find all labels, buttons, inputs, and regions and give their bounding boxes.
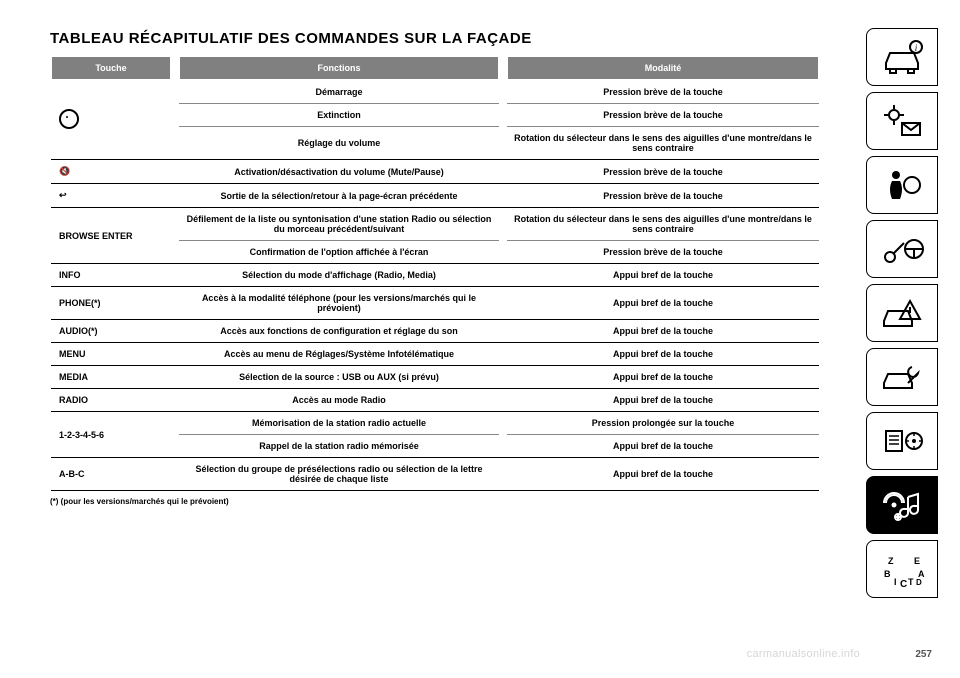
svg-text:T: T <box>908 577 914 587</box>
table-row: MENU Accès au menu de Réglages/Système I… <box>51 343 819 366</box>
table-row: BROWSE ENTER Défilement de la liste ou s… <box>51 208 819 241</box>
commands-table: Touche Fonctions Modalité Démarrage Pres <box>50 55 820 491</box>
cell-fonction: Sélection de la source : USB ou AUX (si … <box>179 366 499 389</box>
cell-fonction: Activation/désactivation du volume (Mute… <box>179 160 499 184</box>
key-wheel-icon <box>878 229 926 269</box>
tab-starting-driving[interactable] <box>866 220 938 278</box>
car-warning-icon <box>878 293 926 333</box>
cell-modalite: Appui bref de la touche <box>507 287 819 320</box>
cell-modalite: Appui bref de la touche <box>507 458 819 491</box>
cell-modalite: Appui bref de la touche <box>507 435 819 458</box>
cell-fonction: Mémorisation de la station radio actuell… <box>179 412 499 435</box>
key-audio: AUDIO(*) <box>51 320 171 343</box>
cell-modalite: Rotation du sélecteur dans le sens des a… <box>507 127 819 160</box>
cell-modalite: Pression brève de la touche <box>507 80 819 104</box>
cell-modalite: Appui bref de la touche <box>507 320 819 343</box>
tab-maintenance[interactable] <box>866 348 938 406</box>
table-row: MEDIA Sélection de la source : USB ou AU… <box>51 366 819 389</box>
col-touche: Touche <box>51 56 171 80</box>
cell-modalite: Appui bref de la touche <box>507 343 819 366</box>
header-gap <box>171 56 179 80</box>
svg-text:B: B <box>884 569 891 579</box>
svg-text:D: D <box>916 578 922 587</box>
footnote: (*) (pour les versions/marchés qui le pr… <box>50 497 820 506</box>
table-row: ↩ Sortie de la sélection/retour à la pag… <box>51 184 819 208</box>
key-radio: RADIO <box>51 389 171 412</box>
cell-fonction: Rappel de la station radio mémorisée <box>179 435 499 458</box>
col-fonctions: Fonctions <box>179 56 499 80</box>
tab-lights-messages[interactable] <box>866 92 938 150</box>
cell-modalite: Appui bref de la touche <box>507 389 819 412</box>
svg-text:i: i <box>915 43 918 53</box>
airbag-icon <box>878 165 926 205</box>
cell-fonction: Extinction <box>179 104 499 127</box>
cell-fonction: Sortie de la sélection/retour à la page-… <box>179 184 499 208</box>
header-gap <box>499 56 507 80</box>
svg-text:Z: Z <box>888 556 894 566</box>
cell-fonction: Accès à la modalité téléphone (pour les … <box>179 287 499 320</box>
car-wrench-icon <box>878 357 926 397</box>
key-menu: MENU <box>51 343 171 366</box>
key-browse-enter: BROWSE ENTER <box>51 208 171 264</box>
tab-emergency[interactable] <box>866 284 938 342</box>
key-info: INFO <box>51 264 171 287</box>
cell-fonction: Défilement de la liste ou syntonisation … <box>179 208 499 241</box>
back-arrow-icon: ↩ <box>59 190 67 201</box>
key-volume-knob <box>51 80 171 160</box>
cell-fonction: Confirmation de l'option affichée à l'éc… <box>179 241 499 264</box>
cell-modalite: Rotation du sélecteur dans le sens des a… <box>507 208 819 241</box>
page-title: TABLEAU RÉCAPITULATIF DES COMMANDES SUR … <box>50 30 820 47</box>
key-mute: 🔇 <box>51 160 171 184</box>
content-area: TABLEAU RÉCAPITULATIF DES COMMANDES SUR … <box>50 30 820 506</box>
table-row: A-B-C Sélection du groupe de présélectio… <box>51 458 819 491</box>
alphabet-index-icon: Z E B A I C T D <box>878 549 926 589</box>
key-media: MEDIA <box>51 366 171 389</box>
light-message-icon <box>878 101 926 141</box>
cell-fonction: Sélection du mode d'affichage (Radio, Me… <box>179 264 499 287</box>
tab-safety[interactable] <box>866 156 938 214</box>
col-modalite: Modalité <box>507 56 819 80</box>
cell-modalite: Pression brève de la touche <box>507 184 819 208</box>
sidebar-tabs: i <box>866 28 936 604</box>
cell-modalite: Pression brève de la touche <box>507 241 819 264</box>
cell-fonction: Accès au mode Radio <box>179 389 499 412</box>
table-row: AUDIO(*) Accès aux fonctions de configur… <box>51 320 819 343</box>
car-info-icon: i <box>878 37 926 77</box>
tab-specifications[interactable] <box>866 412 938 470</box>
cell-modalite: Pression brève de la touche <box>507 104 819 127</box>
tab-multimedia[interactable] <box>866 476 938 534</box>
cell-modalite: Appui bref de la touche <box>507 264 819 287</box>
table-row: Démarrage Pression brève de la touche <box>51 80 819 104</box>
table-row: INFO Sélection du mode d'affichage (Radi… <box>51 264 819 287</box>
cell-fonction: Réglage du volume <box>179 127 499 160</box>
table-row: RADIO Accès au mode Radio Appui bref de … <box>51 389 819 412</box>
mute-icon: 🔇 <box>59 167 70 177</box>
key-esc: ↩ <box>51 184 171 208</box>
table-header-row: Touche Fonctions Modalité <box>51 56 819 80</box>
table-row: 🔇 Activation/désactivation du volume (Mu… <box>51 160 819 184</box>
svg-text:I: I <box>894 577 897 587</box>
cell-fonction: Accès au menu de Réglages/Système Infoté… <box>179 343 499 366</box>
tab-vehicle-info[interactable]: i <box>866 28 938 86</box>
svg-text:E: E <box>914 556 920 566</box>
specs-icon <box>878 421 926 461</box>
page: TABLEAU RÉCAPITULATIF DES COMMANDES SUR … <box>0 0 960 678</box>
svg-text:C: C <box>900 579 907 589</box>
key-presets: 1-2-3-4-5-6 <box>51 412 171 458</box>
tab-index[interactable]: Z E B A I C T D <box>866 540 938 598</box>
page-number: 257 <box>915 649 932 660</box>
table-row: 1-2-3-4-5-6 Mémorisation de la station r… <box>51 412 819 435</box>
knob-icon <box>59 109 79 129</box>
cell-fonction: Démarrage <box>179 80 499 104</box>
watermark: carmanualsonline.info <box>747 648 860 660</box>
cell-modalite: Pression prolongée sur la touche <box>507 412 819 435</box>
multimedia-icon <box>878 485 926 525</box>
key-phone: PHONE(*) <box>51 287 171 320</box>
cell-modalite: Pression brève de la touche <box>507 160 819 184</box>
table-row: PHONE(*) Accès à la modalité téléphone (… <box>51 287 819 320</box>
key-abc: A-B-C <box>51 458 171 491</box>
cell-modalite: Appui bref de la touche <box>507 366 819 389</box>
cell-fonction: Sélection du groupe de présélections rad… <box>179 458 499 491</box>
cell-fonction: Accès aux fonctions de configuration et … <box>179 320 499 343</box>
